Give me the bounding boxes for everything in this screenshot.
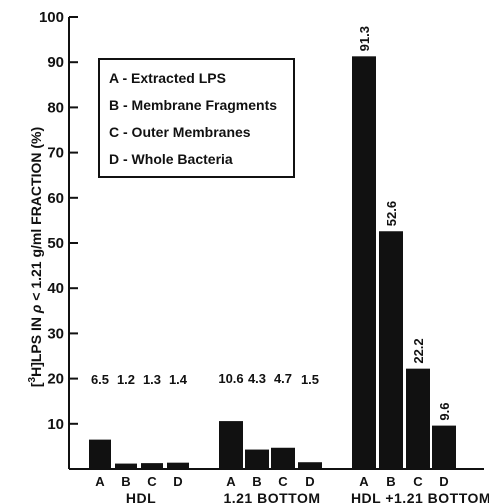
y-tick-label-90: 90	[47, 54, 64, 71]
y-axis-label-bracket: [	[28, 382, 44, 387]
category-label-3-a: A	[359, 474, 369, 489]
bar-1-d	[167, 462, 189, 469]
category-label-1-d: D	[173, 474, 182, 489]
data-label-1-d: 1.4	[169, 372, 188, 387]
bar-2-c	[271, 447, 295, 469]
axes: 10 20 30 40 50 60 70 80 90 100	[39, 9, 484, 470]
bar-2-d	[298, 462, 322, 469]
data-label-1-c: 1.3	[143, 372, 161, 387]
y-axis-label: [3H]LPS IN ρ < 1.21 g/ml FRACTION (%)	[27, 127, 44, 387]
y-axis-label-main: H]LPS IN	[28, 317, 44, 377]
bar-1-b	[115, 463, 137, 469]
group-label-3: HDL +1.21 BOTTOM	[351, 490, 489, 504]
data-label-3-b: 52.6	[384, 201, 399, 226]
y-tick-label-60: 60	[47, 190, 64, 207]
y-axis-label-rho: ρ	[28, 304, 44, 314]
bars	[89, 56, 456, 469]
category-label-2-b: B	[252, 474, 261, 489]
legend-box	[98, 58, 295, 178]
bar-3-c	[406, 368, 430, 469]
bar-1-a	[89, 439, 111, 469]
data-label-1-a: 6.5	[91, 372, 109, 387]
y-tick-label-100: 100	[39, 9, 64, 26]
y-tick-label-10: 10	[47, 416, 64, 433]
y-tick-label-40: 40	[47, 280, 64, 297]
category-label-3-d: D	[439, 474, 448, 489]
legend-item-d: D - Whole Bacteria	[109, 151, 233, 167]
category-label-3-b: B	[386, 474, 395, 489]
data-label-2-a: 10.6	[218, 371, 243, 386]
legend: A - Extracted LPS B - Membrane Fragments…	[98, 58, 295, 178]
y-axis-label-rest: < 1.21 g/ml FRACTION (%)	[28, 127, 44, 301]
bar-3-b	[379, 231, 403, 469]
category-label-1-a: A	[95, 474, 105, 489]
bar-2-b	[245, 449, 269, 469]
data-label-1-b: 1.2	[117, 372, 135, 387]
y-tick-label-80: 80	[47, 99, 64, 116]
group-label-2: 1.21 BOTTOM	[223, 490, 320, 504]
bar-1-c	[141, 463, 163, 469]
data-label-3-a: 91.3	[357, 26, 372, 51]
category-label-2-c: C	[278, 474, 288, 489]
svg-text:[3H]LPS IN ρ < 1.21 g/ml FRACT: [3H]LPS IN ρ < 1.21 g/ml FRACTION (%)	[27, 127, 44, 387]
data-label-2-c: 4.7	[274, 371, 292, 386]
y-axis-label-sup: 3	[27, 376, 38, 382]
category-label-3-c: C	[413, 474, 423, 489]
y-tick-label-20: 20	[47, 371, 64, 388]
bar-3-d	[432, 425, 456, 469]
category-label-1-c: C	[147, 474, 157, 489]
data-label-2-b: 4.3	[248, 371, 266, 386]
y-tick-label-30: 30	[47, 325, 64, 342]
data-label-3-c: 22.2	[411, 338, 426, 363]
category-label-2-a: A	[226, 474, 236, 489]
bar-3-a	[352, 56, 376, 469]
category-label-1-b: B	[121, 474, 130, 489]
y-tick-label-70: 70	[47, 145, 64, 162]
category-label-2-d: D	[305, 474, 314, 489]
data-label-3-d: 9.6	[437, 403, 452, 421]
group-label-1: HDL	[126, 490, 156, 504]
y-tick-label-50: 50	[47, 235, 64, 252]
legend-item-c: C - Outer Membranes	[109, 124, 251, 140]
legend-item-a: A - Extracted LPS	[109, 70, 226, 86]
labels: A 6.5 B 1.2 C 1.3 D 1.4 HDL A 10.6 B 4.3 C 4.7 D 1.5 1.21…	[91, 26, 489, 504]
legend-item-b: B - Membrane Fragments	[109, 97, 277, 113]
bar-2-a	[219, 421, 243, 469]
data-label-2-d: 1.5	[301, 372, 319, 387]
